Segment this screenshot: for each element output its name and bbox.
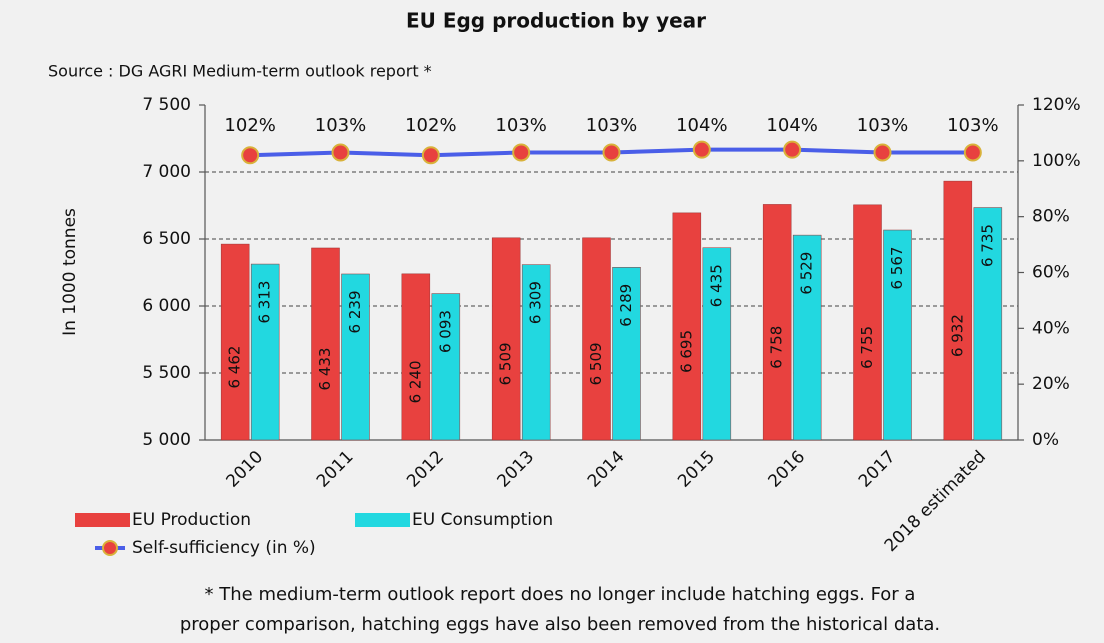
y-tick-label: 7 000 — [142, 162, 191, 182]
y2-tick-label: 20% — [1032, 374, 1070, 394]
bar — [612, 267, 641, 441]
bar — [792, 234, 822, 441]
bar — [250, 263, 280, 441]
y2-tick-label: 80% — [1032, 207, 1070, 227]
data-label: 104% — [766, 115, 817, 136]
legend-swatch — [355, 513, 410, 527]
bar — [973, 207, 1003, 441]
legend-label: Self-sufficiency (in %) — [132, 538, 316, 558]
bar — [853, 204, 882, 441]
data-label: 103% — [947, 115, 998, 136]
bar — [943, 180, 973, 441]
data-label: 6 509 — [587, 342, 605, 385]
legend-swatch — [102, 540, 118, 556]
footnote: * The medium-term outlook report does no… — [205, 584, 916, 605]
data-label: 104% — [676, 115, 727, 136]
marker — [331, 143, 350, 162]
y-tick-label: 5 000 — [142, 430, 191, 450]
y2-tick-label: 0% — [1032, 430, 1059, 450]
data-label: 6 433 — [316, 348, 334, 391]
data-label: 103% — [586, 115, 637, 136]
data-label: 6 509 — [497, 342, 515, 385]
subtitle: Source : DG AGRI Medium-term outlook rep… — [48, 62, 432, 81]
marker — [602, 143, 621, 162]
data-label: 6 758 — [768, 326, 786, 369]
legend-swatch — [75, 513, 130, 527]
data-label: 6 093 — [436, 310, 454, 353]
bar — [762, 204, 792, 441]
bar — [491, 237, 521, 441]
y-tick-label: 6 000 — [142, 296, 191, 316]
y-tick-label: 7 500 — [142, 95, 191, 115]
marker — [421, 146, 440, 165]
bar — [220, 243, 250, 441]
legend-label: EU Production — [132, 510, 251, 530]
data-label: 6 289 — [617, 284, 635, 327]
marker — [512, 143, 531, 162]
bar — [431, 293, 461, 441]
data-label: 103% — [315, 115, 366, 136]
data-label: 6 932 — [948, 314, 966, 357]
y-axis-label: In 1000 tonnes — [60, 208, 80, 336]
marker — [873, 143, 892, 162]
data-label: 6 309 — [527, 281, 545, 324]
bar — [672, 212, 702, 441]
data-label: 103% — [495, 115, 546, 136]
y2-tick-label: 100% — [1032, 151, 1081, 171]
chart-title: EU Egg production by year — [406, 9, 706, 33]
data-label: 6 529 — [798, 252, 816, 295]
y2-tick-label: 120% — [1032, 95, 1081, 115]
bar — [311, 247, 340, 441]
data-label: 6 695 — [677, 330, 695, 373]
y-tick-label: 6 500 — [142, 229, 191, 249]
y2-tick-label: 60% — [1032, 263, 1070, 283]
bar — [341, 273, 370, 441]
bar — [582, 237, 611, 441]
bar — [521, 264, 551, 441]
bar — [401, 273, 431, 441]
data-label: 6 239 — [346, 290, 364, 333]
data-label: 6 735 — [978, 224, 996, 267]
data-label: 102% — [224, 115, 275, 136]
marker — [241, 146, 260, 165]
bar — [702, 247, 732, 441]
marker — [963, 143, 982, 162]
data-label: 6 755 — [858, 326, 876, 369]
marker — [692, 140, 711, 159]
marker — [783, 140, 802, 159]
data-label: 6 240 — [406, 360, 424, 403]
legend-label: EU Consumption — [412, 510, 553, 530]
y2-tick-label: 40% — [1032, 318, 1070, 338]
data-label: 6 313 — [256, 281, 274, 324]
data-label: 103% — [857, 115, 908, 136]
bar — [883, 229, 912, 441]
data-label: 102% — [405, 115, 456, 136]
data-label: 6 435 — [707, 264, 725, 307]
footnote: proper comparison, hatching eggs have al… — [180, 614, 940, 635]
data-label: 6 462 — [226, 346, 244, 389]
y-tick-label: 5 500 — [142, 363, 191, 383]
data-label: 6 567 — [888, 247, 906, 290]
